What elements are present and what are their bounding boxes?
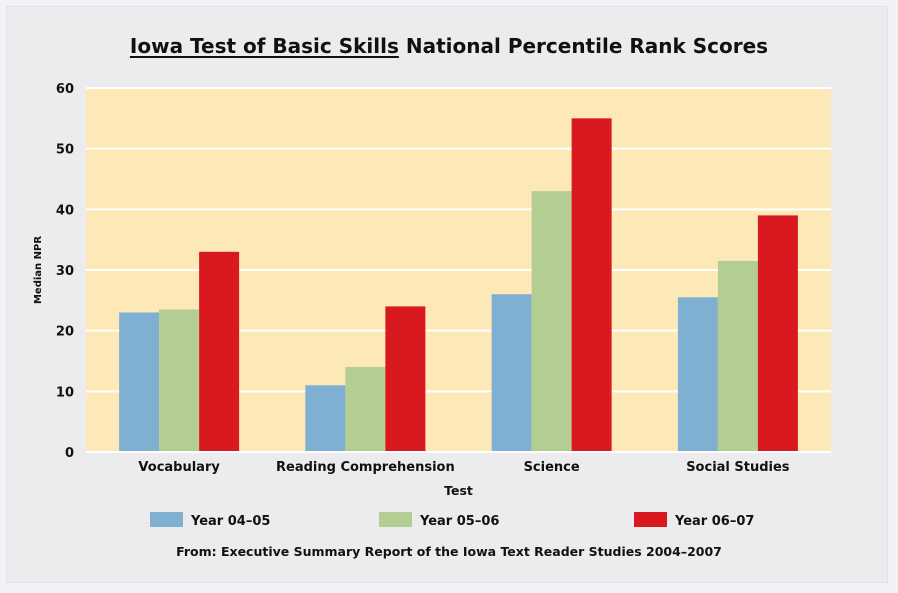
x-categories: Vocabulary Reading Comprehension Science So… (138, 460, 789, 475)
x-category-label: Science (524, 460, 580, 475)
bar (571, 118, 612, 452)
legend: Year 04–05 Year 05–06 Year 06–07 (150, 512, 754, 529)
bars (119, 118, 798, 452)
y-tick-label: 40 (56, 203, 74, 218)
chart-title: Iowa Test of Basic Skills National Perce… (0, 34, 898, 58)
bar (159, 309, 200, 452)
x-axis-label: Test (444, 483, 473, 498)
chart-title-underlined: Iowa Test of Basic Skills (129, 34, 399, 58)
x-category-label: Social Studies (686, 460, 790, 475)
y-tick-label: 20 (56, 325, 74, 340)
source-note: From: Executive Summary Report of the Io… (176, 544, 722, 559)
chart-title-rest: National Percentile Rank Scores (398, 34, 769, 58)
bar (717, 260, 758, 452)
bar (199, 251, 240, 452)
y-axis-label: Median NPR (33, 236, 44, 304)
x-category-label: Reading Comprehension (276, 460, 455, 475)
bar (119, 312, 160, 452)
y-tick-label: 30 (56, 264, 74, 279)
bar (385, 306, 426, 452)
y-tick-label: 50 (56, 143, 74, 158)
y-ticks: 0 10 20 30 40 50 60 (56, 82, 74, 461)
legend-label: Year 04–05 (190, 514, 270, 529)
y-tick-label: 10 (56, 385, 74, 400)
x-category-label: Vocabulary (138, 460, 220, 475)
bar (491, 294, 532, 452)
bar (677, 297, 718, 452)
legend-swatch (634, 512, 667, 527)
legend-label: Year 06–07 (674, 514, 754, 529)
bar (757, 215, 798, 452)
legend-swatch (379, 512, 412, 527)
legend-label: Year 05–06 (419, 514, 499, 529)
y-tick-label: 0 (65, 446, 74, 461)
bar (305, 385, 346, 452)
legend-swatch (150, 512, 183, 527)
bar (531, 191, 572, 452)
y-tick-label: 60 (56, 82, 74, 97)
bar (345, 367, 386, 452)
